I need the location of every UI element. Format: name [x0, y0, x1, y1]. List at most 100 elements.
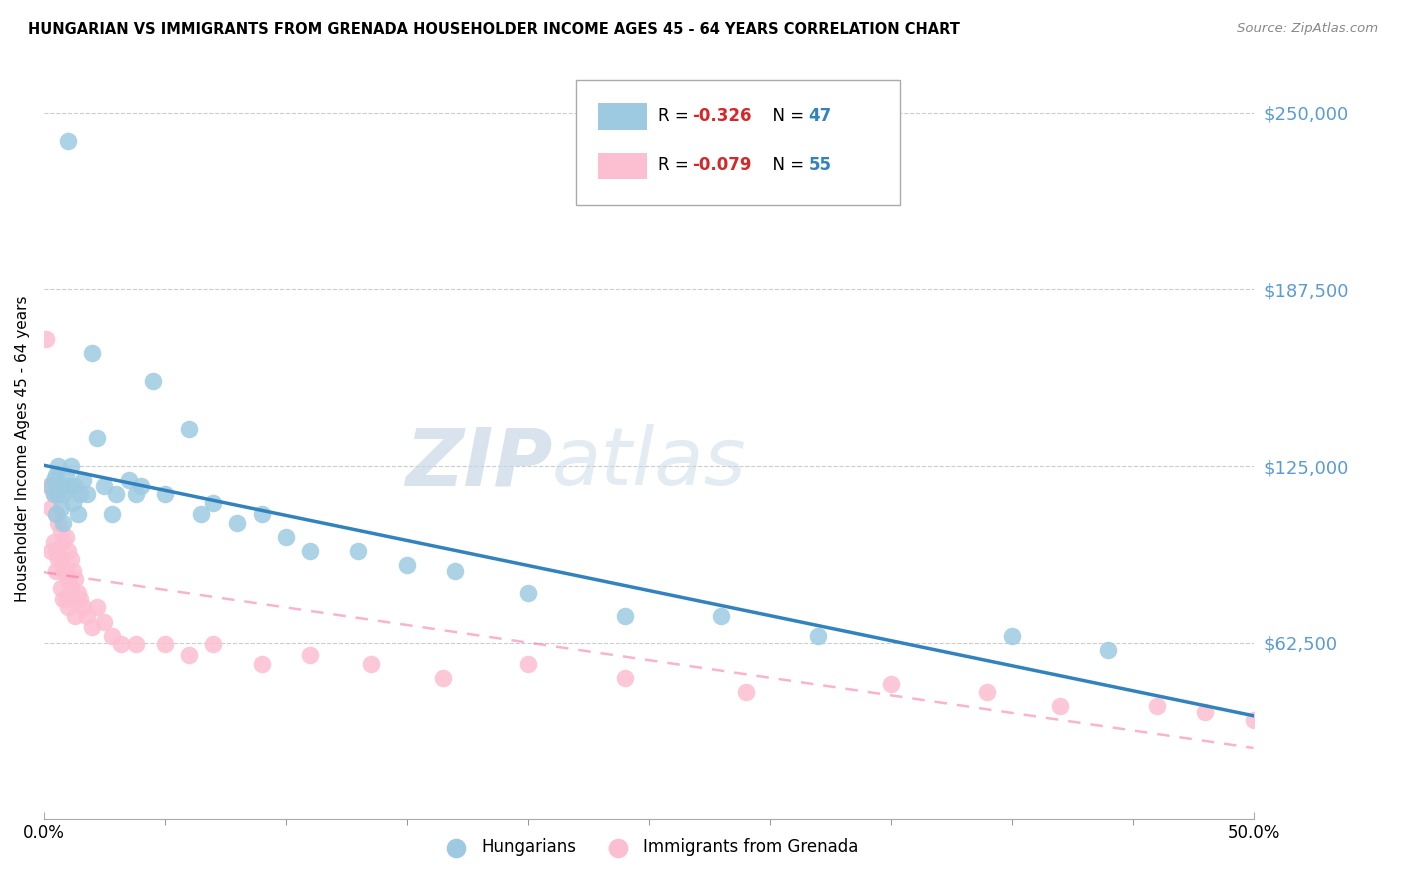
- Point: [202, 496, 225, 510]
- Text: 47: 47: [808, 107, 832, 125]
- Text: -0.326: -0.326: [692, 107, 751, 125]
- Point: [48, 516, 70, 530]
- Legend: Hungarians, Immigrants from Grenada: Hungarians, Immigrants from Grenada: [433, 831, 865, 863]
- Point: [45, 507, 67, 521]
- Point: [516, 657, 538, 671]
- Point: [347, 544, 370, 558]
- Text: R =: R =: [658, 107, 695, 125]
- Point: [299, 648, 322, 663]
- Point: [38, 479, 60, 493]
- Point: [250, 507, 273, 521]
- Point: [142, 374, 165, 388]
- Point: [56, 572, 79, 586]
- Point: [734, 685, 756, 699]
- Point: [59, 459, 82, 474]
- Point: [190, 507, 212, 521]
- Point: [516, 586, 538, 600]
- Point: [56, 544, 79, 558]
- Point: [62, 564, 84, 578]
- Point: [432, 671, 454, 685]
- Point: [153, 487, 176, 501]
- Point: [62, 591, 84, 606]
- Point: [125, 637, 148, 651]
- Point: [82, 346, 104, 360]
- Point: [45, 507, 67, 521]
- Text: R =: R =: [658, 156, 695, 174]
- Point: [879, 677, 901, 691]
- Point: [444, 564, 467, 578]
- Point: [52, 535, 75, 549]
- Point: [82, 620, 104, 634]
- Text: atlas: atlas: [553, 425, 747, 502]
- Point: [69, 591, 91, 606]
- Point: [62, 496, 84, 510]
- Point: [110, 637, 132, 651]
- Text: 55: 55: [808, 156, 831, 174]
- Point: [55, 467, 77, 482]
- Point: [52, 591, 75, 606]
- Point: [55, 564, 77, 578]
- Point: [52, 564, 75, 578]
- Text: N =: N =: [762, 156, 810, 174]
- Point: [86, 431, 108, 445]
- Point: [86, 600, 108, 615]
- Point: [52, 487, 75, 501]
- Point: [117, 473, 139, 487]
- Point: [976, 685, 998, 699]
- Point: [49, 501, 72, 516]
- Point: [35, 332, 58, 346]
- Point: [69, 487, 91, 501]
- Point: [177, 648, 200, 663]
- Point: [93, 479, 115, 493]
- Point: [49, 552, 72, 566]
- Point: [360, 657, 382, 671]
- Point: [1243, 714, 1265, 728]
- Point: [129, 479, 152, 493]
- Text: ZIP: ZIP: [405, 425, 553, 502]
- Point: [105, 487, 128, 501]
- Text: -0.079: -0.079: [692, 156, 751, 174]
- Point: [395, 558, 418, 572]
- Point: [59, 581, 82, 595]
- Point: [1146, 699, 1168, 714]
- Point: [1001, 629, 1024, 643]
- Point: [1049, 699, 1071, 714]
- Point: [45, 467, 67, 482]
- Point: [48, 552, 70, 566]
- Point: [65, 608, 87, 623]
- Point: [49, 479, 72, 493]
- Point: [59, 552, 82, 566]
- Point: [76, 608, 98, 623]
- Point: [39, 501, 62, 516]
- Point: [100, 629, 122, 643]
- Y-axis label: Householder Income Ages 45 - 64 years: Householder Income Ages 45 - 64 years: [15, 295, 30, 602]
- Point: [250, 657, 273, 671]
- Point: [72, 600, 94, 615]
- Point: [202, 637, 225, 651]
- Point: [299, 544, 322, 558]
- Point: [42, 473, 65, 487]
- Point: [613, 671, 636, 685]
- Point: [125, 487, 148, 501]
- Point: [66, 507, 89, 521]
- Point: [177, 422, 200, 436]
- Point: [39, 479, 62, 493]
- Point: [39, 544, 62, 558]
- Point: [42, 487, 65, 501]
- Point: [76, 487, 98, 501]
- Point: [100, 507, 122, 521]
- Point: [1194, 705, 1216, 719]
- Point: [807, 629, 830, 643]
- Point: [56, 134, 79, 148]
- Point: [93, 615, 115, 629]
- Point: [48, 459, 70, 474]
- Point: [613, 608, 636, 623]
- Point: [1097, 642, 1119, 657]
- Point: [710, 608, 733, 623]
- Point: [45, 544, 67, 558]
- Point: [55, 591, 77, 606]
- Point: [65, 572, 87, 586]
- Point: [42, 535, 65, 549]
- Point: [49, 524, 72, 538]
- Text: Source: ZipAtlas.com: Source: ZipAtlas.com: [1237, 22, 1378, 36]
